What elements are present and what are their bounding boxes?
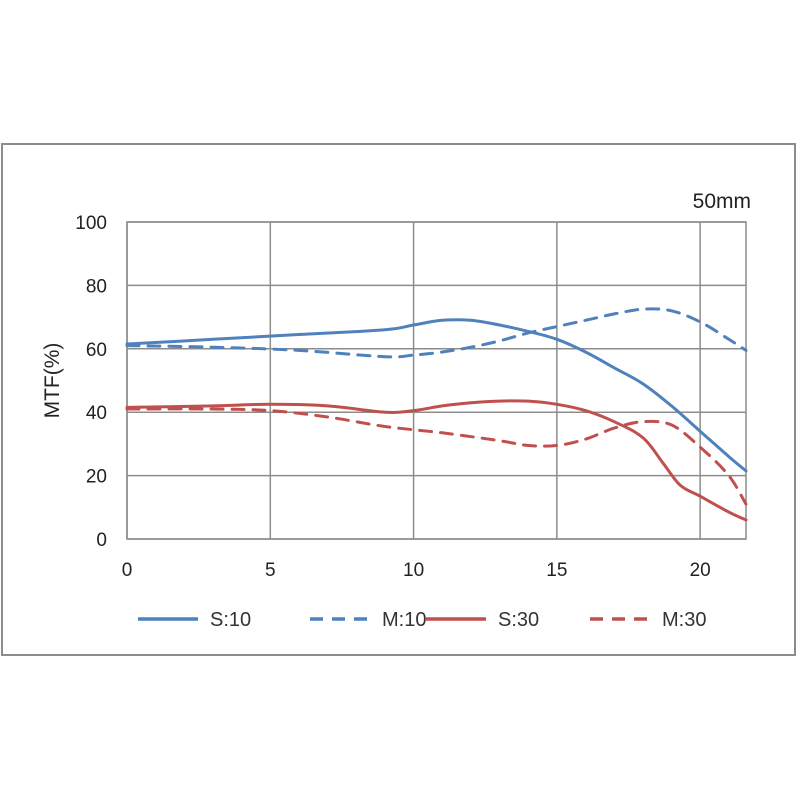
legend-label: M:30 [662, 609, 706, 631]
series-line-m10 [125, 307, 748, 359]
legend-label: S:10 [210, 609, 251, 631]
legend-label: M:10 [382, 609, 426, 631]
legend-label: S:30 [498, 609, 539, 631]
x-tick-label: 20 [690, 560, 711, 581]
plot-area-border [126, 221, 747, 540]
x-tick-label: 5 [265, 560, 276, 581]
chart-title: 50mm [693, 190, 751, 213]
series-line-m30 [125, 407, 748, 506]
series-line-s10 [125, 318, 748, 473]
series-line-s30 [125, 399, 748, 522]
x-tick-label: 0 [122, 560, 133, 581]
y-tick-label: 80 [86, 276, 107, 297]
mtf-chart: 0 20 40 60 80 100 0 5 10 15 20 MTF(%) 50mm S:10 M:10 S:… [41, 190, 751, 631]
x-tick-label: 10 [403, 560, 424, 581]
y-axis-title: MTF(%) [41, 343, 64, 419]
y-tick-label: 0 [96, 530, 107, 551]
y-tick-label: 100 [75, 213, 107, 234]
y-tick-label: 60 [86, 340, 107, 361]
chart-frame: 0 20 40 60 80 100 0 5 10 15 20 MTF(%) 50mm S:10 M:10 S:… [1, 143, 796, 656]
y-tick-label: 20 [86, 467, 107, 488]
y-tick-label: 40 [86, 403, 107, 424]
x-tick-label: 15 [546, 560, 567, 581]
